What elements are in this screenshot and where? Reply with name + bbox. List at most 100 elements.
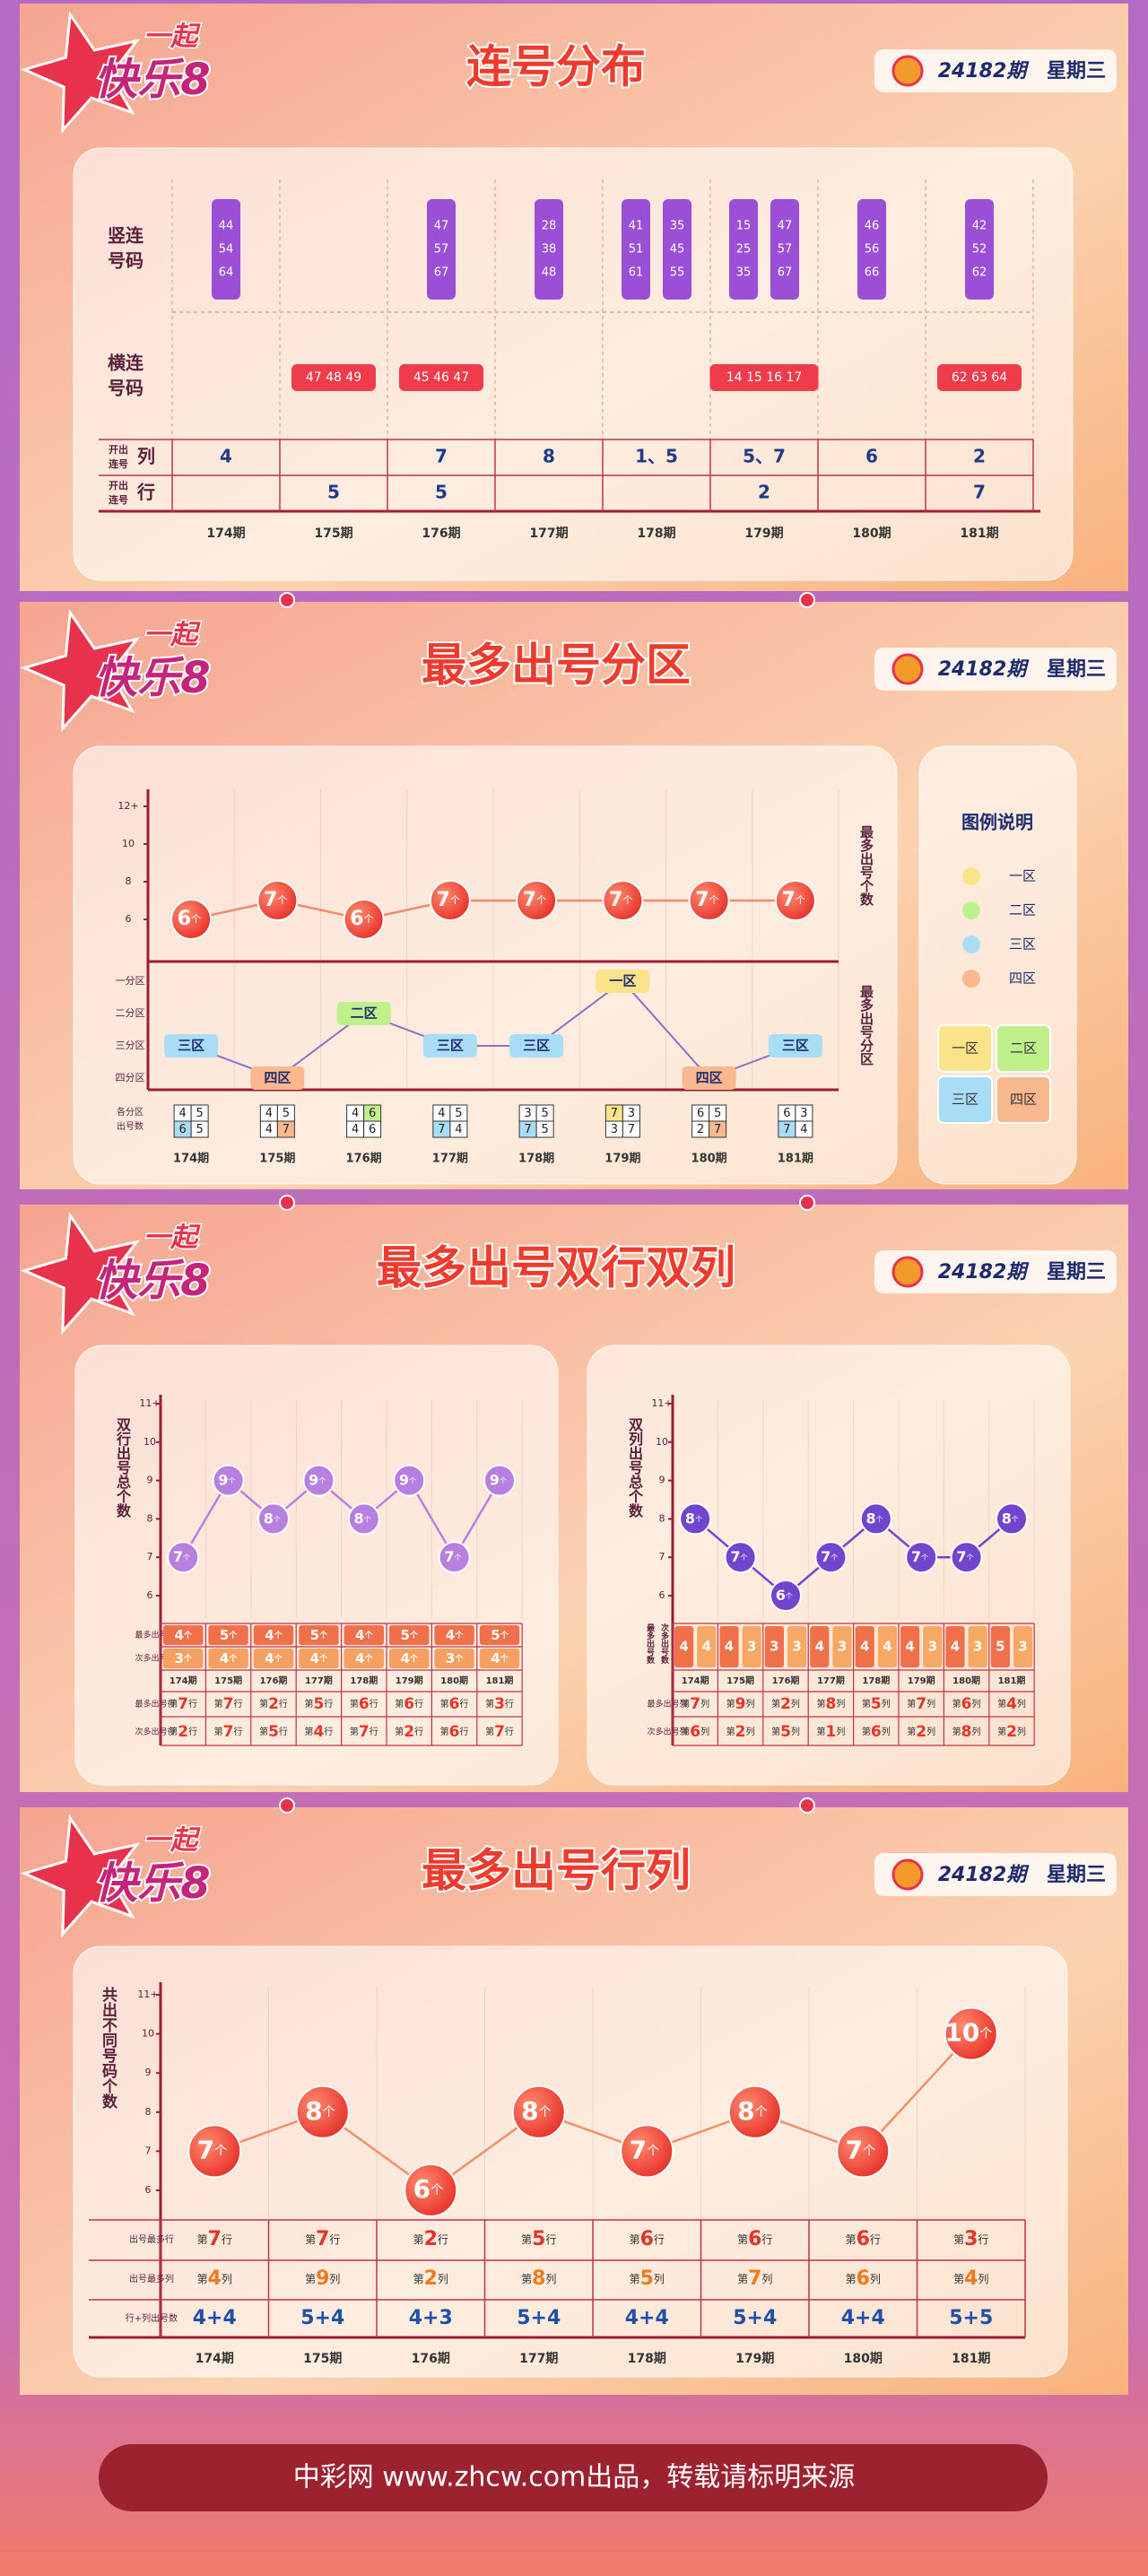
cell: 4 xyxy=(702,1639,711,1655)
cell: 3 xyxy=(800,1107,807,1120)
period: 176期 xyxy=(412,2352,450,2366)
unit: 个 xyxy=(454,1630,464,1640)
value: 4 xyxy=(313,1723,324,1741)
logo-text: 快乐8 xyxy=(94,1256,210,1306)
period: 177期 xyxy=(305,1675,333,1686)
vertical-group xyxy=(535,199,563,300)
unit: 个 xyxy=(214,2144,227,2158)
value: 2 xyxy=(780,1695,791,1713)
number: 66 xyxy=(865,266,880,280)
value: 2 xyxy=(916,1723,926,1741)
zone-cell xyxy=(276,1120,295,1138)
row-label: 连号 xyxy=(109,457,128,470)
bubble xyxy=(393,1464,426,1497)
number: 57 xyxy=(778,243,793,257)
number: 42 xyxy=(972,220,987,233)
unit: 个 xyxy=(277,894,287,906)
cell: 2 xyxy=(973,446,986,467)
cell: 5 xyxy=(435,482,448,503)
bubble-label: 7个 xyxy=(437,889,460,911)
bubble-label: 7个 xyxy=(609,889,632,911)
pin xyxy=(799,1195,815,1211)
number: 61 xyxy=(629,266,644,280)
prefix: 第 xyxy=(169,1726,178,1737)
legend-label: 一区 xyxy=(1009,868,1036,884)
cell: 7 xyxy=(283,1123,290,1136)
issue-logo xyxy=(891,1858,924,1891)
suffix: 行 xyxy=(460,1726,469,1737)
unit: 个 xyxy=(430,2183,443,2197)
period: 179期 xyxy=(908,1675,935,1686)
row-label: 竖连 xyxy=(108,225,144,247)
cell: 4 xyxy=(679,1639,688,1655)
zone-box xyxy=(682,1066,736,1090)
period: 178期 xyxy=(862,1675,890,1686)
unit: 个 xyxy=(454,1653,464,1664)
cell: 6 xyxy=(178,1123,186,1136)
pin xyxy=(279,592,295,608)
logo-star xyxy=(20,608,141,733)
zone-label: 四区 xyxy=(696,1070,723,1086)
unit: 个 xyxy=(500,1476,507,1484)
suffix: 行 xyxy=(329,2233,340,2246)
period: 176期 xyxy=(422,527,460,541)
unit: 个 xyxy=(364,1630,374,1640)
suffix: 列 xyxy=(972,1698,981,1710)
suffix: 行 xyxy=(279,1726,288,1737)
suffix: 行 xyxy=(188,1726,197,1737)
period: 178期 xyxy=(518,1153,554,1166)
unit: 个 xyxy=(622,894,632,906)
value: 6 xyxy=(350,908,363,930)
value: 5+4 xyxy=(300,2307,344,2329)
value: 7 xyxy=(208,2228,222,2250)
bubble xyxy=(727,2084,782,2139)
period: 180期 xyxy=(952,1675,980,1686)
vertical-group xyxy=(622,199,650,300)
cell: 第5行 xyxy=(304,1695,333,1713)
value: 7 xyxy=(437,889,450,911)
prefix: 第 xyxy=(305,2233,316,2246)
value: 7 xyxy=(444,1548,454,1565)
period: 174期 xyxy=(173,1153,209,1166)
bubble xyxy=(483,1464,516,1497)
value: 4 xyxy=(265,1650,274,1667)
prefix: 第 xyxy=(630,2233,640,2246)
unit: 个 xyxy=(1012,1515,1019,1523)
value: 6 xyxy=(178,908,191,930)
value: 9 xyxy=(490,1471,500,1488)
count-cell xyxy=(674,1626,694,1667)
cell: 第1列 xyxy=(816,1723,845,1741)
issue-logo xyxy=(891,653,924,685)
cell: 5+4 xyxy=(300,2307,344,2329)
horizontal-group xyxy=(399,364,483,391)
value: 7 xyxy=(178,1695,188,1713)
zone-label: 四区 xyxy=(264,1070,291,1086)
vertical-group xyxy=(729,199,758,300)
row-label: 号码 xyxy=(108,250,144,272)
unit: 个 xyxy=(500,1653,509,1664)
section-title: 最多出号分区 xyxy=(422,640,691,692)
suffix: 行 xyxy=(870,2233,881,2246)
count-cell xyxy=(163,1649,204,1668)
suffix: 行 xyxy=(188,1698,197,1710)
count-cell xyxy=(855,1626,874,1667)
cell: 6 xyxy=(369,1123,376,1136)
bubble xyxy=(950,1541,983,1574)
unit: 个 xyxy=(796,894,805,906)
legend-box-label: 三区 xyxy=(952,1092,978,1108)
pin xyxy=(279,1797,295,1814)
cell: 第7行 xyxy=(485,1723,514,1741)
legend-box xyxy=(996,1075,1051,1124)
unit: 个 xyxy=(409,1653,419,1664)
bubble-label: 6个 xyxy=(413,2174,443,2204)
unit: 个 xyxy=(364,1653,374,1664)
value: 8 xyxy=(825,1695,836,1713)
row-label: 出号最多行 xyxy=(129,2233,174,2245)
section-title: 最多出号行列 xyxy=(422,1845,691,1897)
prefix: 第 xyxy=(907,1726,916,1737)
logo-star xyxy=(20,1211,141,1336)
suffix: 行 xyxy=(545,2233,556,2246)
row-label: 开出 xyxy=(109,479,128,492)
prefix: 第 xyxy=(952,1698,961,1710)
number: 15 xyxy=(736,220,752,233)
